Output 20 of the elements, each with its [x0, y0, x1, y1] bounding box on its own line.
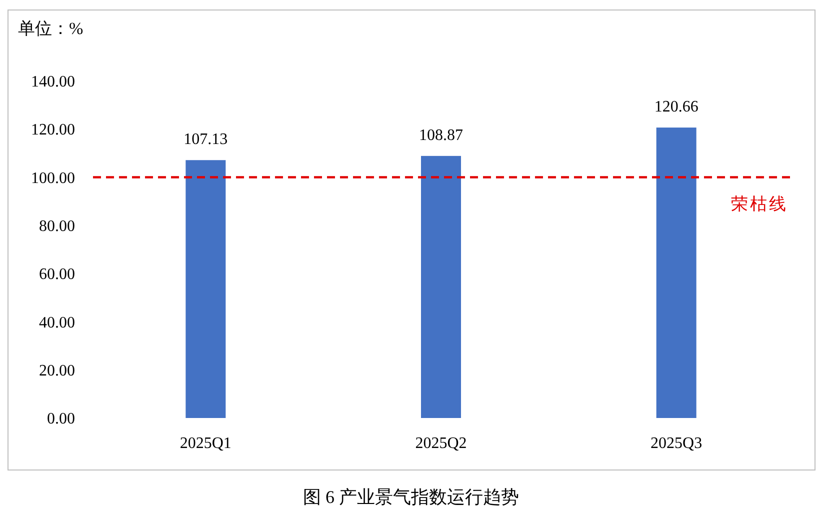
- y-tick-label: 80.00: [39, 218, 75, 236]
- y-tick-label: 60.00: [39, 266, 75, 284]
- data-label: 108.87: [419, 126, 463, 144]
- x-tick-label: 2025Q2: [415, 435, 467, 452]
- y-tick-label: 20.00: [39, 362, 75, 380]
- y-tick-label: 0.00: [47, 410, 75, 428]
- ref-line-label: 荣枯线: [731, 194, 788, 214]
- data-label: 120.66: [654, 98, 698, 116]
- x-tick-label: 2025Q3: [650, 435, 702, 452]
- text: 图 6 产业景气指数运行趋势: [303, 487, 519, 507]
- y-tick-label: 100.00: [31, 170, 75, 187]
- x-tick-label: 2025Q1: [180, 435, 232, 452]
- y-axis-title: 单位：%: [18, 19, 84, 38]
- y-tick-label: 140.00: [31, 74, 75, 91]
- data-label: 107.13: [184, 131, 228, 148]
- y-tick-label: 120.00: [31, 122, 75, 139]
- bar: [186, 160, 226, 418]
- bar: [420, 156, 462, 418]
- bar: [656, 128, 696, 418]
- y-tick-label: 40.00: [39, 314, 75, 332]
